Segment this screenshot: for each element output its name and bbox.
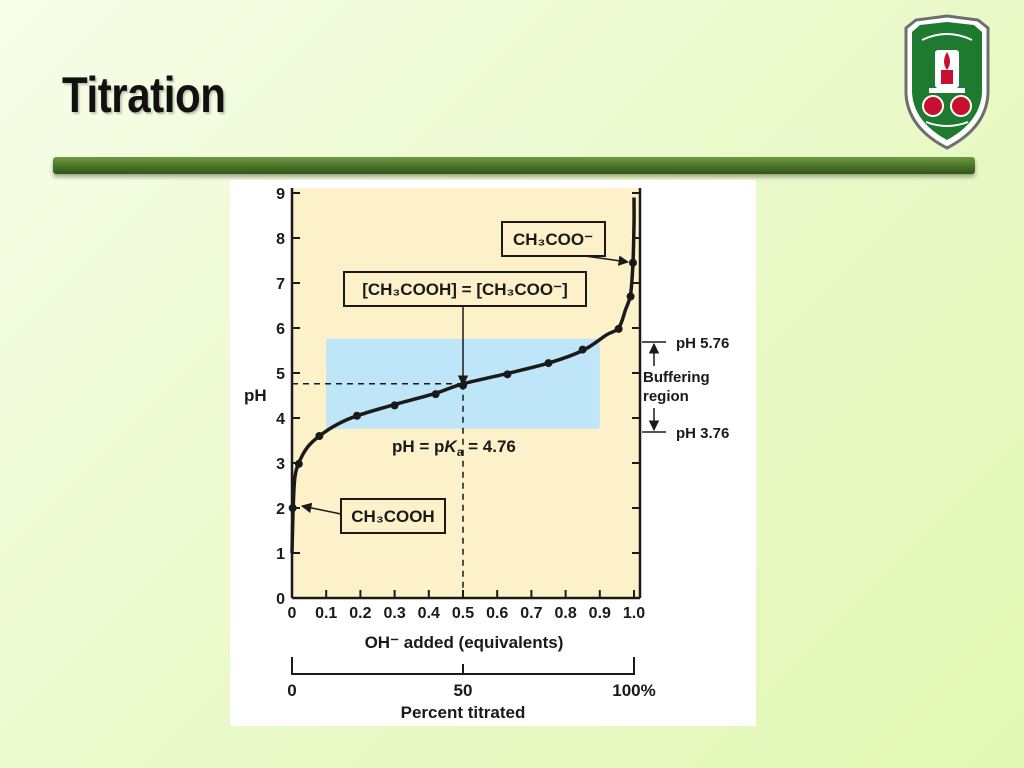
x-tick-label: 0.4 — [418, 605, 440, 622]
x-tick-label: 0 — [288, 605, 297, 622]
x-tick-label: 0.5 — [452, 605, 474, 622]
y-tick-label: 8 — [276, 231, 285, 248]
y-tick-label: 4 — [276, 411, 285, 428]
x-tick-label: 0.6 — [486, 605, 508, 622]
data-point — [614, 324, 623, 333]
buffering-label-line1: Buffering — [643, 369, 710, 386]
y-tick-label: 3 — [276, 456, 285, 473]
y-tick-label: 7 — [276, 276, 285, 293]
y-tick-label: 2 — [276, 501, 285, 518]
data-point — [288, 504, 297, 512]
ch3cooh-arrow — [300, 502, 342, 515]
data-point — [315, 432, 324, 440]
y-tick-label: 6 — [276, 321, 285, 338]
slide-title: Titration — [62, 67, 226, 123]
percent-tick-100: 100% — [612, 681, 655, 700]
y-axis-label: pH — [244, 386, 267, 405]
y-tick-label: 5 — [276, 366, 285, 383]
ph-low-label: pH 3.76 — [676, 425, 729, 442]
y-tick-label: 9 — [276, 186, 285, 203]
ch3coo-arrow — [584, 255, 630, 266]
data-point — [390, 401, 399, 410]
x-tick-label: 1.0 — [623, 605, 645, 622]
buffering-bracket — [642, 341, 666, 433]
x-tick-label: 0.2 — [349, 605, 371, 622]
x-tick-label: 0.7 — [520, 605, 542, 622]
percent-tick-0: 0 — [287, 681, 296, 700]
percent-tick-50: 50 — [454, 681, 473, 700]
data-point — [544, 359, 553, 368]
x-tick-label: 0.8 — [554, 605, 576, 622]
x-tick-label: 0.9 — [589, 605, 611, 622]
equal-concentration-label: [CH₃COOH] = [CH₃COO⁻] — [362, 280, 568, 299]
ch3cooh-label: CH₃COOH — [351, 507, 434, 526]
university-crest-icon — [904, 14, 990, 150]
x-axis-label: OH⁻ added (equivalents) — [365, 633, 564, 652]
equal-concentration-box — [343, 271, 587, 307]
buffering-label-line2: region — [643, 388, 689, 405]
ch3cooh-label-box — [340, 498, 446, 534]
ch3coo-label-box — [501, 221, 606, 257]
data-point — [352, 411, 361, 420]
data-point — [294, 459, 303, 468]
ch3coo-label: CH₃COO⁻ — [513, 230, 593, 249]
title-divider — [53, 157, 975, 174]
data-point — [628, 258, 637, 267]
axis-ticks: 0 1 2 3 4 5 6 7 8 9 0 0.1 0.2 0.3 0.4 0.5 0.6 0.7 0.8 0.9 1.… — [276, 186, 645, 622]
data-point — [578, 345, 587, 354]
titration-chart: 0 1 2 3 4 5 6 7 8 9 0 0.1 0.2 0.3 0.4 0.5 0.6 0.7 0.8 0.9 1.… — [244, 186, 729, 722]
y-tick-label: 0 — [276, 591, 285, 608]
data-point — [431, 390, 440, 399]
data-point — [503, 370, 512, 379]
x-tick-label: 0.1 — [315, 605, 337, 622]
percent-axis-label: Percent titrated — [401, 703, 526, 722]
data-point — [626, 292, 635, 301]
pka-label: pH = pKa = 4.76 — [392, 437, 516, 459]
percent-titrated-axis — [291, 657, 635, 675]
titration-figure: 0 1 2 3 4 5 6 7 8 9 0 0.1 0.2 0.3 0.4 0.5 0.6 0.7 0.8 0.9 1.… — [230, 180, 756, 726]
x-tick-label: 0.3 — [383, 605, 405, 622]
y-tick-label: 1 — [276, 546, 285, 563]
ph-high-label: pH 5.76 — [676, 335, 729, 352]
